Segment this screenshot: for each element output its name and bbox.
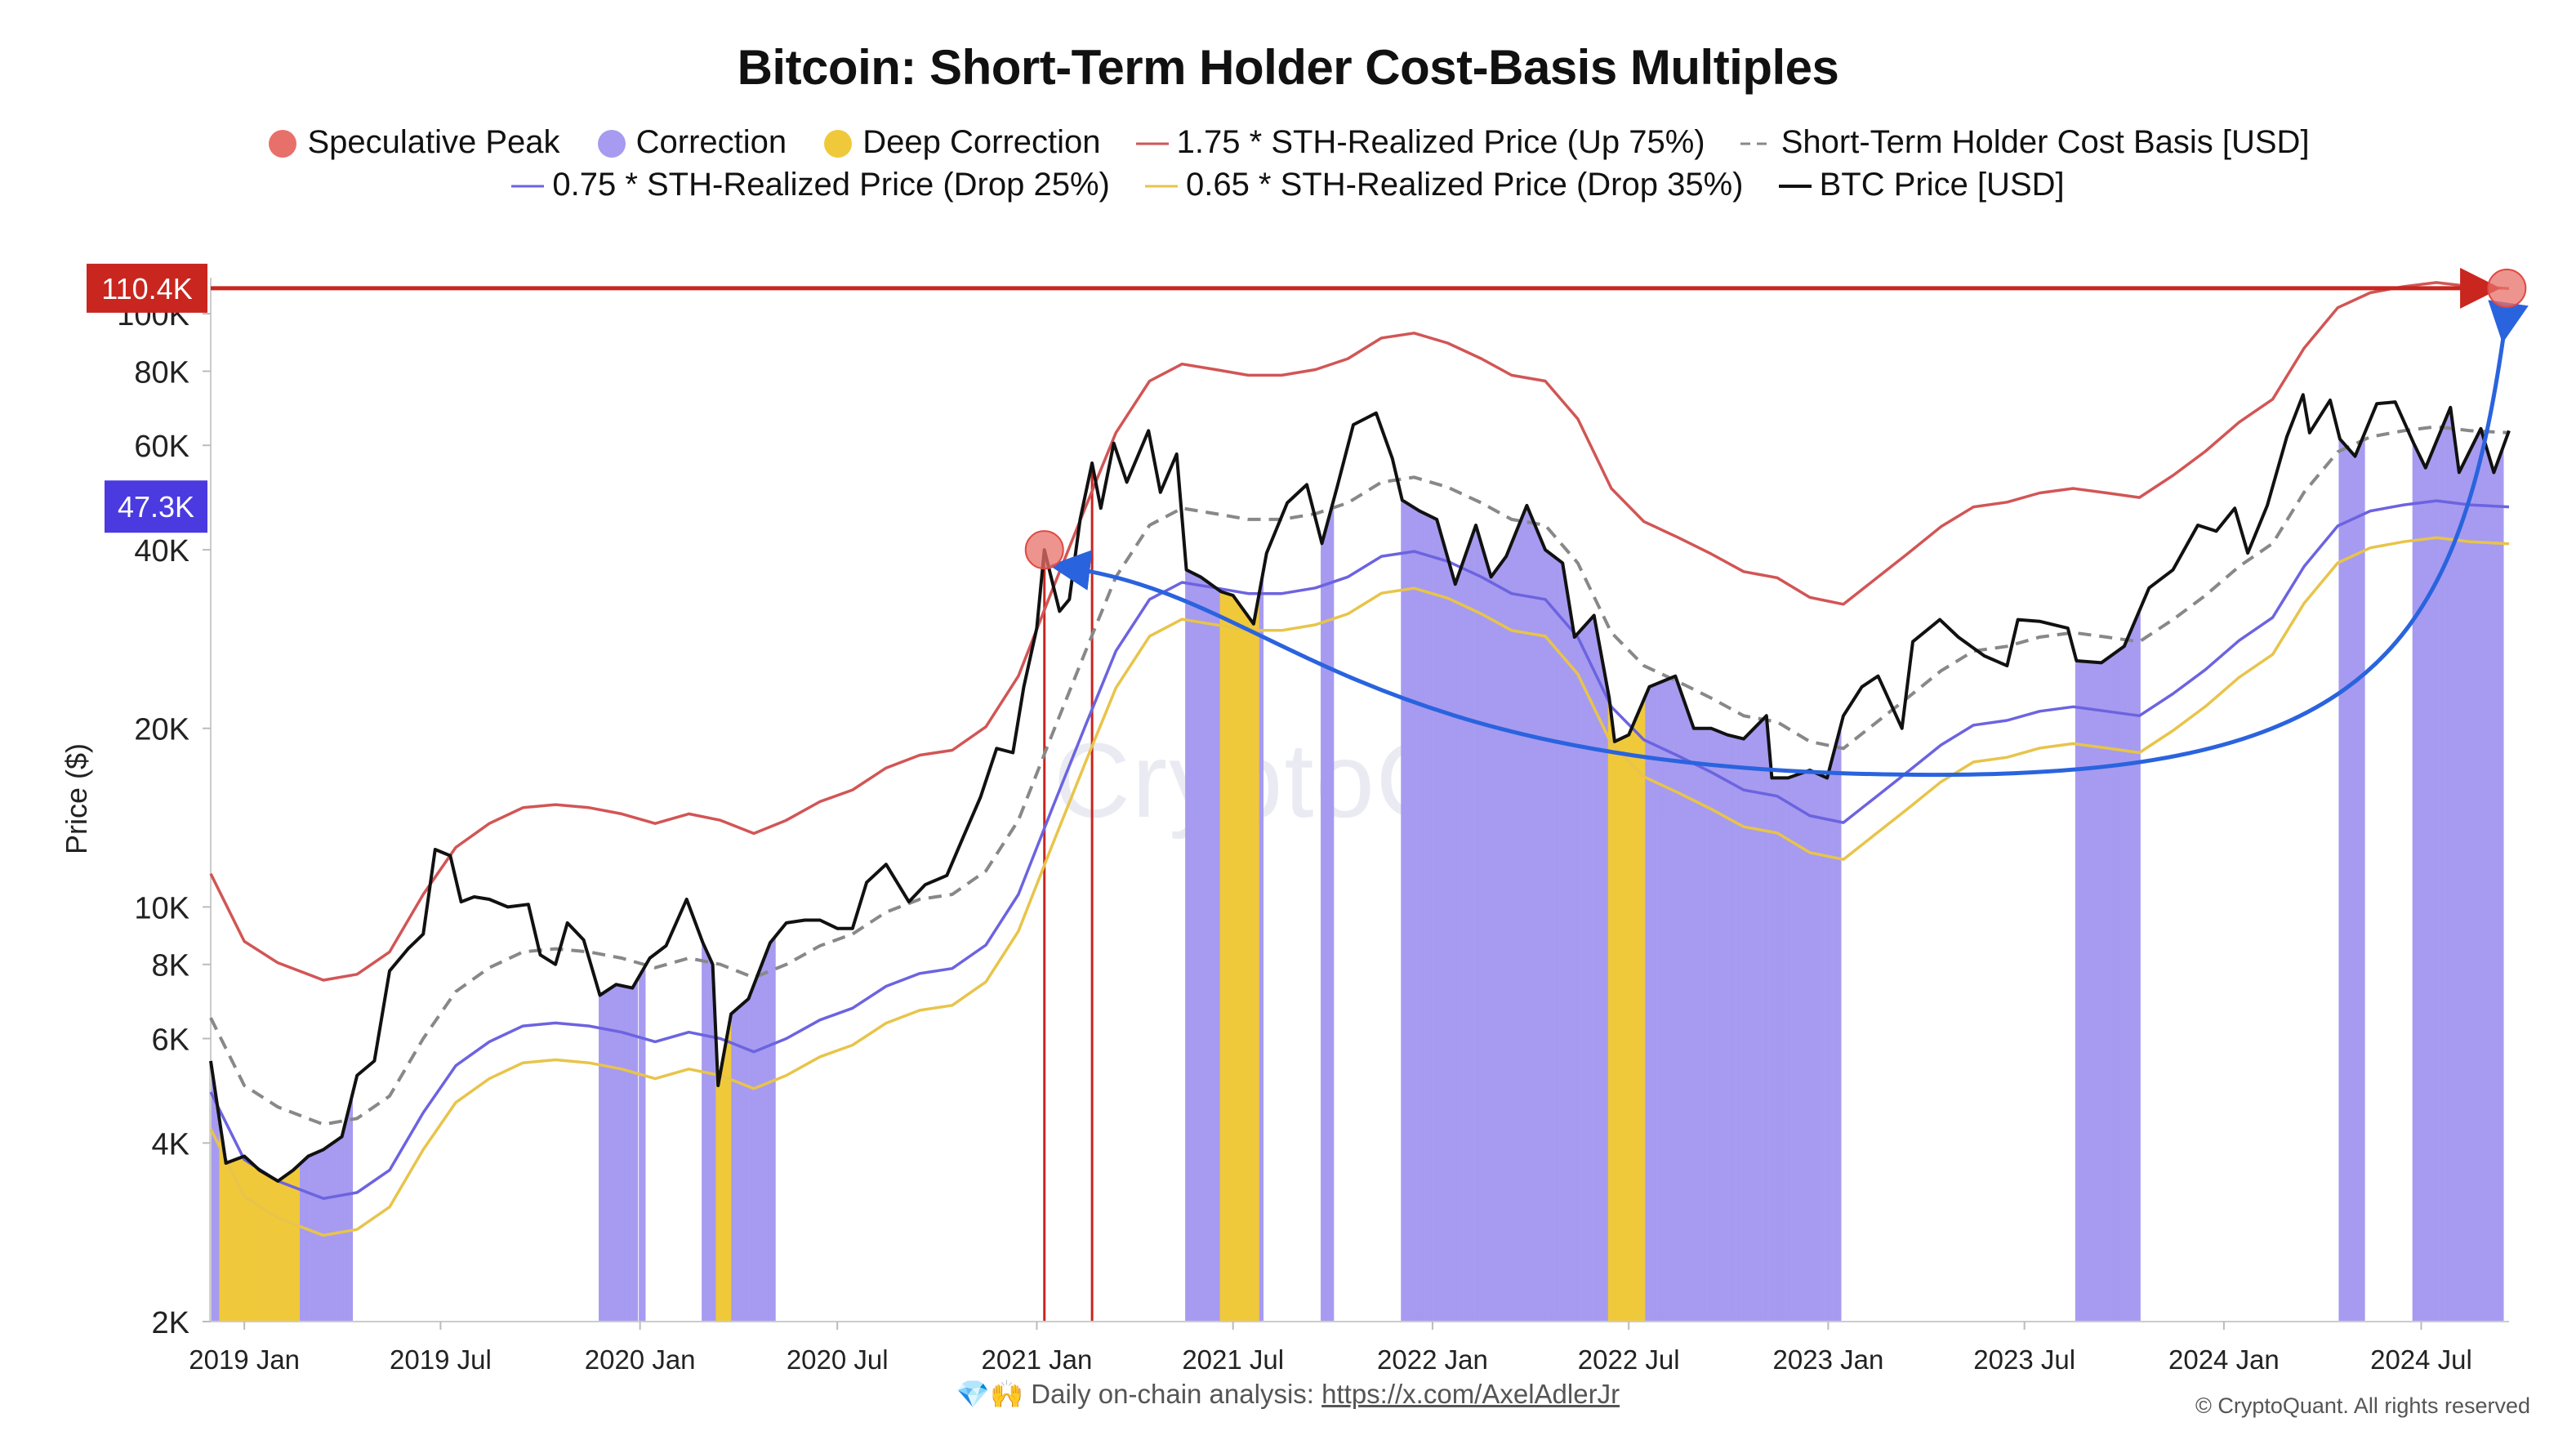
x-tick-label: 2019 Jul [390,1344,492,1375]
chart-title: Bitcoin: Short-Term Holder Cost-Basis Mu… [737,40,1839,95]
legend-label-sth-cost-basis: Short-Term Holder Cost Basis [USD] [1780,123,2310,160]
btc-price-line [209,393,2511,1183]
x-tick-label: 2020 Jan [585,1344,696,1375]
shaded-periods [209,407,2504,1322]
current-level-badge [105,480,207,533]
legend-item-sth-065[interactable]: 0.65 * STH-Realized Price (Drop 35%) [1144,166,1744,203]
x-tick-label: 2024 Jan [2168,1344,2280,1375]
legend-label-correction: Correction [635,123,787,160]
y-tick-label: 80K [134,355,189,390]
x-tick-label: 2021 Jan [982,1344,1093,1375]
sth-175-line [209,281,2510,982]
y-tick-label: 8K [152,949,189,983]
legend-marker-correction [597,130,626,158]
legend-item-speculative-peak[interactable]: Speculative Peak [266,123,560,161]
x-tick-label: 2024 Jul [2370,1344,2472,1375]
legend-item-btc-price[interactable]: BTC Price [USD] [1778,166,2065,203]
diamond-hands-icon: 💎🙌 [956,1379,1024,1409]
legend-item-correction[interactable]: Correction [595,124,787,161]
legend-label-sth-075: 0.75 * STH-Realized Price (Drop 25%) [552,166,1110,203]
x-tick-label: 2022 Jul [1578,1344,1680,1375]
legend-marker-sth-075 [511,185,545,188]
blue-curve-arrow [1049,300,2529,778]
x-tick-label: 2023 Jan [1773,1344,1884,1375]
sth-cost-basis-line [209,425,2510,1126]
x-tick-label: 2022 Jan [1377,1344,1488,1375]
y-tick-label: 6K [152,1023,189,1057]
legend-row-2: 0.75 * STH-Realized Price (Drop 25%) 0.6… [0,165,2576,203]
copyright: © CryptoQuant. All rights reserved [2195,1393,2530,1418]
sth-065-line [209,536,2510,1237]
legend-label-sth-175: 1.75 * STH-Realized Price (Up 75%) [1176,123,1705,160]
legend-marker-sth-175 [1135,142,1169,145]
legend-item-sth-075[interactable]: 0.75 * STH-Realized Price (Drop 25%) [511,166,1110,203]
legend-marker-sth-065 [1144,185,1178,188]
legend-label-deep-correction: Deep Correction [862,123,1101,160]
legend-label-sth-065: 0.65 * STH-Realized Price (Drop 35%) [1185,166,1744,203]
legend-row-1: Speculative Peak Correction Deep Correct… [0,123,2576,161]
legend-marker-deep-correction [824,130,853,158]
footer-link[interactable]: https://x.com/AxelAdlerJr [1321,1379,1620,1409]
speculative-peak-marker [1024,530,1064,570]
y-tick-label: 60K [134,430,189,464]
footer-note: 💎🙌 Daily on-chain analysis: https://x.co… [0,1379,2576,1411]
legend-marker-btc-price [1778,185,1812,189]
y-tick-label: 10K [134,891,189,925]
x-tick-label: 2021 Jul [1182,1344,1284,1375]
y-tick-label: 4K [152,1127,189,1161]
legend-item-sth-cost-basis[interactable]: Short-Term Holder Cost Basis [USD] [1740,124,2310,161]
legend-label-btc-price: BTC Price [USD] [1819,166,2065,203]
speculative-peak-marker [2487,268,2527,308]
x-tick-label: 2019 Jan [189,1344,300,1375]
legend-label-speculative-peak: Speculative Peak [307,123,560,160]
top-level-label: 110.4K [101,272,192,305]
x-tick-label: 2020 Jul [787,1344,889,1375]
footer-text: Daily on-chain analysis: [1031,1379,1314,1409]
legend-item-deep-correction[interactable]: Deep Correction [822,123,1101,161]
top-level-badge [87,263,207,313]
legend-marker-sth-cost-basis [1740,142,1773,145]
y-tick-label: 2K [152,1306,189,1340]
legend-marker-speculative-peak [269,130,297,158]
y-tick-label: 20K [134,713,189,747]
legend-item-sth-175[interactable]: 1.75 * STH-Realized Price (Up 75%) [1135,123,1705,161]
y-tick-label: 40K [134,534,189,568]
x-tick-label: 2023 Jul [1973,1344,2075,1375]
y-axis-label: Price ($) [60,743,93,854]
current-level-label: 47.3K [118,490,194,524]
